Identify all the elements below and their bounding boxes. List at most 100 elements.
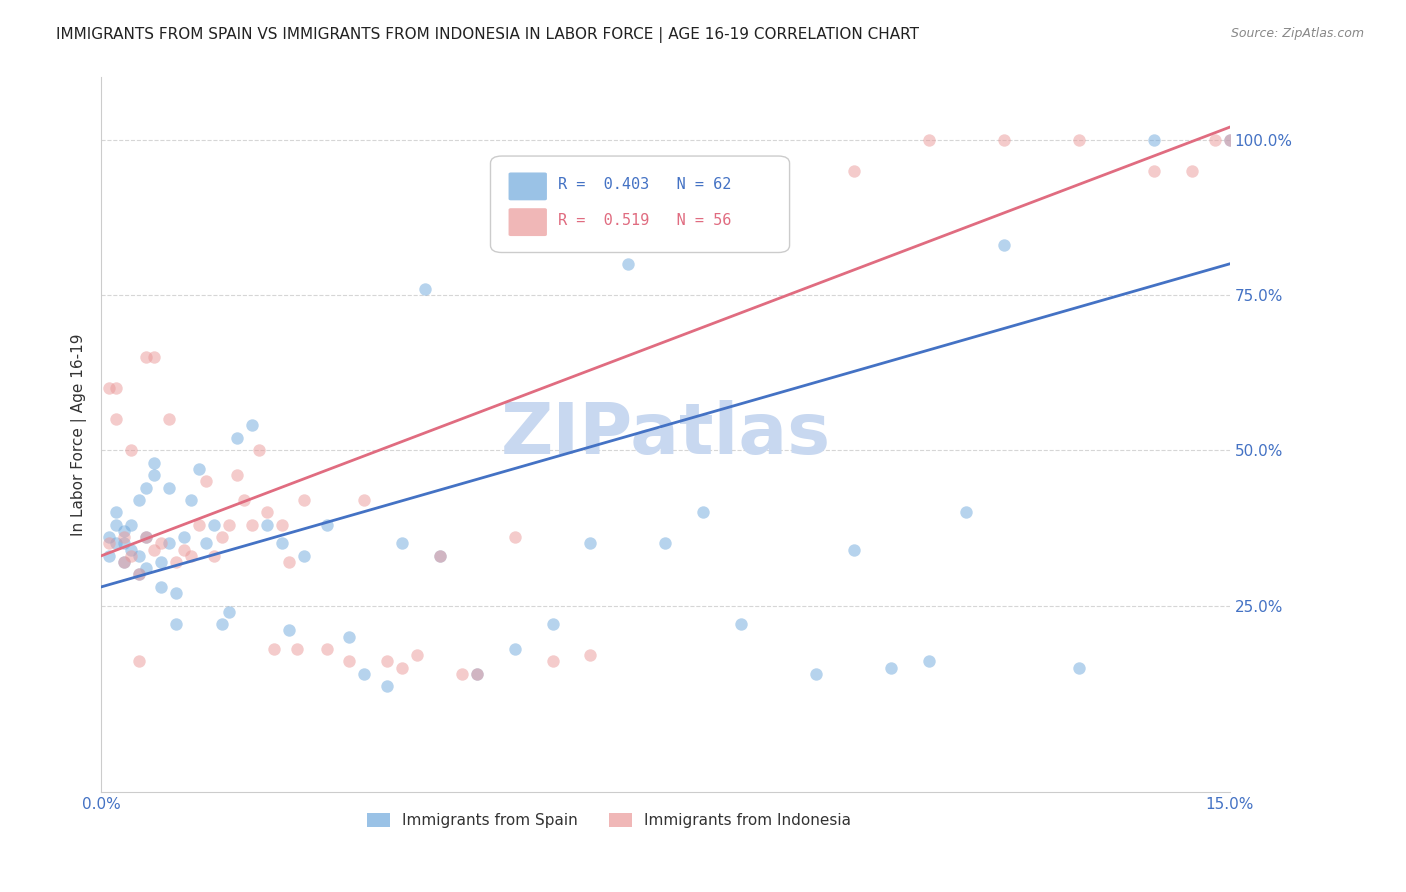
Point [579,536,602,550]
Point [202,549,225,563]
Point [617,163,640,178]
Point [128,492,150,507]
Point [541,655,564,669]
Point [292,492,315,507]
Text: ZIPatlas: ZIPatlas [501,401,831,469]
Point [1219,132,1241,146]
Point [128,655,150,669]
Point [654,536,676,550]
Point [105,412,128,426]
Point [97,381,120,395]
Point [135,530,157,544]
Point [278,624,301,638]
Point [112,536,135,550]
Point [128,549,150,563]
Point [240,517,263,532]
Point [128,567,150,582]
Point [285,642,308,657]
Point [256,517,278,532]
Point [135,350,157,364]
Point [955,505,977,519]
Point [112,524,135,538]
Point [451,667,474,681]
Point [270,536,292,550]
Point [105,536,128,550]
Point [353,667,375,681]
Point [218,605,240,619]
Point [292,549,315,563]
Point [180,492,202,507]
FancyBboxPatch shape [509,208,547,236]
Point [195,536,218,550]
Point [180,549,202,563]
Point [391,536,413,550]
Point [503,642,526,657]
Point [150,580,173,594]
Point [233,492,256,507]
Point [918,655,941,669]
FancyBboxPatch shape [509,172,547,201]
Point [1143,132,1166,146]
Point [617,257,640,271]
Point [429,549,451,563]
Point [541,617,564,632]
Point [97,530,120,544]
Point [270,517,292,532]
Point [142,456,165,470]
Text: IMMIGRANTS FROM SPAIN VS IMMIGRANTS FROM INDONESIA IN LABOR FORCE | AGE 16-19 CO: IMMIGRANTS FROM SPAIN VS IMMIGRANTS FROM… [56,27,920,43]
Point [105,517,128,532]
Legend: Immigrants from Spain, Immigrants from Indonesia: Immigrants from Spain, Immigrants from I… [361,807,856,834]
Point [165,555,187,569]
Point [375,679,398,693]
Point [165,617,187,632]
Point [211,617,233,632]
Point [105,381,128,395]
FancyBboxPatch shape [491,156,790,252]
Text: R =  0.403   N = 62: R = 0.403 N = 62 [558,178,731,192]
Point [97,536,120,550]
Point [135,530,157,544]
Point [135,561,157,575]
Point [157,481,180,495]
Point [1204,132,1226,146]
Point [120,517,142,532]
Point [120,443,142,458]
Point [142,468,165,483]
Point [465,667,488,681]
Point [768,163,790,178]
Point [218,517,240,532]
Point [1219,132,1241,146]
Point [112,555,135,569]
Point [804,667,827,681]
Point [391,661,413,675]
Point [315,642,337,657]
Point [187,462,209,476]
Point [413,282,436,296]
Point [225,431,247,445]
Point [1069,132,1091,146]
Point [112,555,135,569]
Point [120,542,142,557]
Point [692,505,714,519]
Point [97,549,120,563]
Point [339,655,361,669]
Point [918,132,941,146]
Point [105,505,128,519]
Point [339,630,361,644]
Text: R =  0.519   N = 56: R = 0.519 N = 56 [558,213,731,227]
Point [128,567,150,582]
Point [315,517,337,532]
Point [150,536,173,550]
Point [157,412,180,426]
Point [579,648,602,663]
Point [195,475,218,489]
Point [256,505,278,519]
Point [142,350,165,364]
Point [503,530,526,544]
Point [993,132,1015,146]
Point [429,549,451,563]
Point [465,667,488,681]
Point [842,163,865,178]
Point [150,555,173,569]
Point [173,530,195,544]
